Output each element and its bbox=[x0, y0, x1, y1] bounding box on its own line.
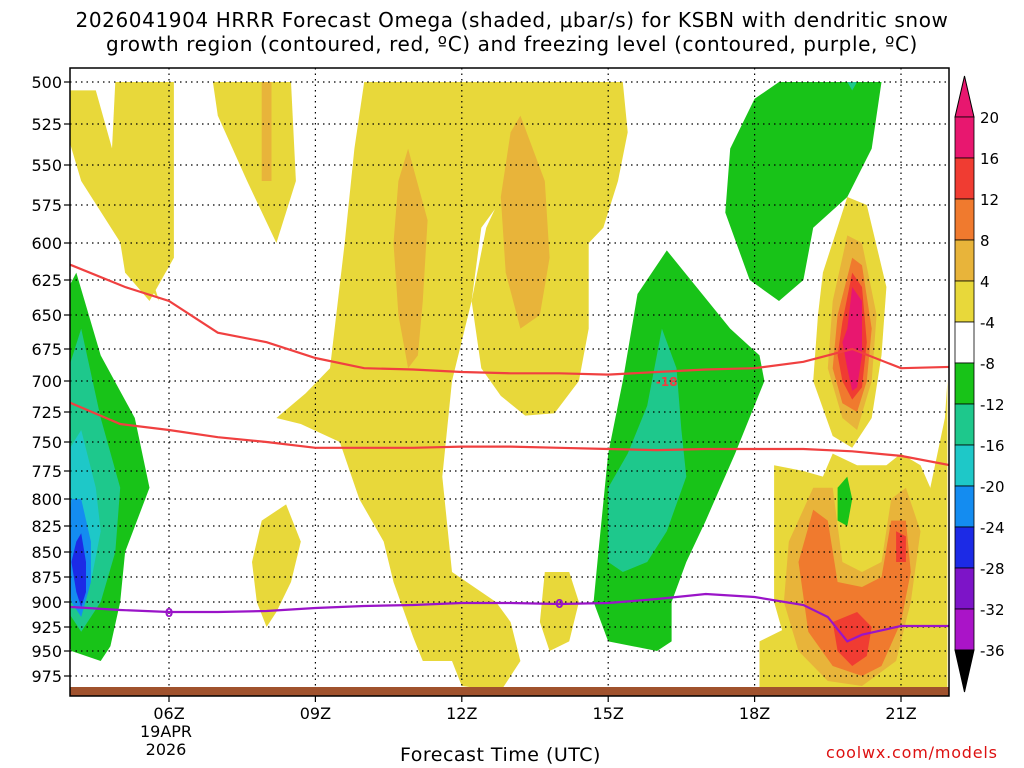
chart-title-line2: growth region (contoured, red, ºC) and f… bbox=[106, 32, 918, 56]
y-tick-label: 875 bbox=[31, 568, 62, 587]
colorbar-label: -24 bbox=[980, 519, 1005, 537]
y-tick-label: 950 bbox=[31, 642, 62, 661]
colorbar-label: 20 bbox=[980, 109, 999, 127]
contour-lines bbox=[70, 263, 949, 643]
y-tick-label: 575 bbox=[31, 196, 62, 215]
y-tick-label: 725 bbox=[31, 403, 62, 422]
colorbar-label: -16 bbox=[980, 437, 1005, 455]
colorbar-label: -28 bbox=[980, 560, 1005, 578]
y-tick-label: 750 bbox=[31, 433, 62, 452]
series-line-2 bbox=[70, 592, 949, 643]
omega-region-4 bbox=[261, 82, 272, 181]
colorbar-label: -32 bbox=[980, 601, 1005, 619]
y-axis: 500 525 550 575 600 625 650 675 700 725 750 775 800 8… bbox=[31, 73, 70, 686]
x-tick-label: 12Z bbox=[446, 704, 477, 723]
chart-title: 2026041904 HRRR Forecast Omega (shaded, … bbox=[0, 8, 1024, 56]
omega-region-25 bbox=[725, 82, 882, 301]
y-tick-label: 775 bbox=[31, 462, 62, 481]
contour-label: 0 bbox=[165, 606, 173, 620]
colorbar-label: -8 bbox=[980, 355, 995, 373]
omega-region-6 bbox=[471, 82, 628, 416]
series-line-1 bbox=[70, 401, 949, 467]
y-tick-label: 500 bbox=[31, 73, 62, 92]
omega-region-10 bbox=[539, 572, 579, 651]
colorbar-swatch bbox=[954, 444, 975, 487]
colorbar-label: 12 bbox=[980, 191, 999, 209]
colorbar-label: -4 bbox=[980, 314, 995, 332]
contour-label: 0 bbox=[555, 597, 563, 611]
omega-region-29 bbox=[837, 476, 853, 526]
y-tick-label: 675 bbox=[31, 340, 62, 359]
x-tick-label: 15Z bbox=[593, 704, 624, 723]
y-tick-label: 550 bbox=[31, 156, 62, 175]
x-tick-date: 19APR bbox=[140, 722, 192, 741]
colorbar-swatch bbox=[954, 116, 975, 159]
y-tick-label: 850 bbox=[31, 543, 62, 562]
y-tick-label: 800 bbox=[31, 490, 62, 509]
x-axis-title: Forecast Time (UTC) bbox=[400, 744, 601, 766]
y-tick-label: 700 bbox=[31, 372, 62, 391]
colorbar-swatch bbox=[954, 239, 975, 282]
y-tick-label: 900 bbox=[31, 593, 62, 612]
colorbar-swatch bbox=[954, 403, 975, 446]
colorbar-swatch bbox=[954, 321, 975, 364]
colorbar-label: -12 bbox=[980, 396, 1005, 414]
colorbar-swatch bbox=[954, 485, 975, 528]
omega-region-8 bbox=[500, 115, 550, 329]
contour-labels: -18 0 0 bbox=[165, 375, 678, 620]
y-tick-label: 925 bbox=[31, 618, 62, 637]
colorbar-swatch bbox=[954, 280, 975, 323]
omega-region-2 bbox=[110, 82, 174, 301]
y-tick-label: 825 bbox=[31, 517, 62, 536]
colorbar: 20 16 12 8 4 -4 -8 -12 -16 -20 -24 -28 -32 -36 bbox=[954, 75, 1005, 693]
colorbar-label: 8 bbox=[980, 232, 990, 250]
omega-region-5 bbox=[276, 82, 521, 691]
colorbar-top-arrow bbox=[954, 75, 975, 118]
colorbar-swatch bbox=[954, 198, 975, 241]
omega-region-15 bbox=[798, 509, 911, 676]
colorbar-swatch bbox=[954, 526, 975, 569]
y-tick-label: 975 bbox=[31, 667, 62, 686]
source-credit: coolwx.com/models bbox=[826, 743, 998, 762]
colorbar-label: 4 bbox=[980, 273, 990, 291]
omega-shading bbox=[70, 82, 948, 691]
colorbar-label: 16 bbox=[980, 150, 999, 168]
omega-region-22 bbox=[842, 287, 862, 391]
x-tick-label: 18Z bbox=[739, 704, 770, 723]
colorbar-swatch bbox=[954, 567, 975, 610]
colorbar-bottom-arrow bbox=[954, 649, 975, 693]
colorbar-swatch bbox=[954, 362, 975, 405]
colorbar-swatch bbox=[954, 157, 975, 200]
omega-region-9 bbox=[252, 504, 301, 627]
colorbar-label: -20 bbox=[980, 478, 1005, 496]
x-tick-label: 09Z bbox=[300, 704, 331, 723]
omega-region-7 bbox=[393, 148, 428, 369]
y-tick-label: 600 bbox=[31, 234, 62, 253]
x-tick-label: 06Z bbox=[153, 704, 184, 723]
omega-region-3 bbox=[212, 82, 296, 243]
colorbar-label: -36 bbox=[980, 642, 1005, 660]
chart-title-line1: 2026041904 HRRR Forecast Omega (shaded, … bbox=[75, 8, 949, 32]
series-line-0 bbox=[70, 263, 949, 376]
x-tick-year: 2026 bbox=[146, 740, 187, 759]
colorbar-swatch bbox=[954, 608, 975, 651]
contour-label: -18 bbox=[656, 375, 678, 389]
x-tick-label: 21Z bbox=[885, 704, 916, 723]
grid-lines bbox=[70, 68, 949, 696]
omega-region-26 bbox=[847, 82, 858, 91]
y-tick-label: 525 bbox=[31, 115, 62, 134]
y-tick-label: 650 bbox=[31, 306, 62, 325]
y-tick-label: 625 bbox=[31, 271, 62, 290]
ground-strip bbox=[70, 687, 949, 696]
plot-frame bbox=[69, 67, 950, 697]
